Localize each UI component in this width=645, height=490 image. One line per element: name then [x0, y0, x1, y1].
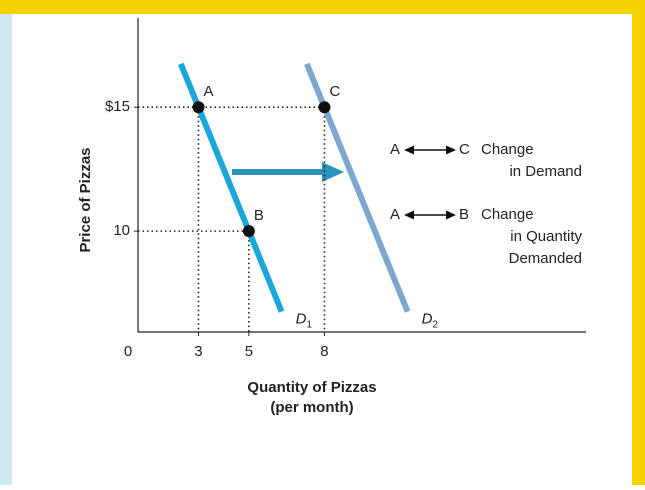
annotation-text: Change	[481, 141, 534, 158]
annotation-text: in Quantity	[510, 228, 582, 245]
panel	[12, 14, 632, 485]
x-axis-label: (per month)	[270, 399, 353, 416]
curve-subscript: 1	[306, 319, 312, 330]
annotation-to: B	[459, 206, 469, 223]
origin-label: 0	[124, 343, 132, 360]
annotation-arrowhead	[446, 210, 456, 220]
point-label: C	[329, 83, 340, 100]
y-tick-label: $15	[105, 98, 130, 115]
side-strip	[0, 14, 12, 485]
point	[192, 101, 205, 114]
point	[242, 225, 255, 238]
annotation-from: A	[390, 206, 400, 223]
curve-name: D	[296, 311, 307, 328]
point-label: B	[254, 207, 264, 224]
point	[318, 101, 331, 114]
annotation-text: Change	[481, 206, 534, 223]
x-tick-label: 5	[245, 343, 253, 360]
x-axis-label: Quantity of Pizzas	[247, 379, 376, 396]
annotation-to: C	[459, 141, 470, 158]
curve-subscript: 2	[432, 319, 438, 330]
point-label: A	[203, 83, 213, 100]
annotation-arrowhead	[404, 145, 414, 155]
annotation-arrowhead	[404, 210, 414, 220]
curve-label: D2	[422, 311, 439, 331]
x-tick-label: 3	[194, 343, 202, 360]
x-tick-label: 8	[320, 343, 328, 360]
curve-name: D	[422, 311, 433, 328]
annotation-arrowhead	[446, 145, 456, 155]
annotation-text: Demanded	[509, 250, 582, 267]
y-tick-label: 10	[113, 222, 130, 239]
annotation-from: A	[390, 141, 400, 158]
y-axis-label: Price of Pizzas	[77, 147, 94, 252]
curve-label: D1	[296, 311, 313, 331]
annotation-text: in Demand	[509, 163, 582, 180]
shift-arrow	[232, 162, 344, 182]
